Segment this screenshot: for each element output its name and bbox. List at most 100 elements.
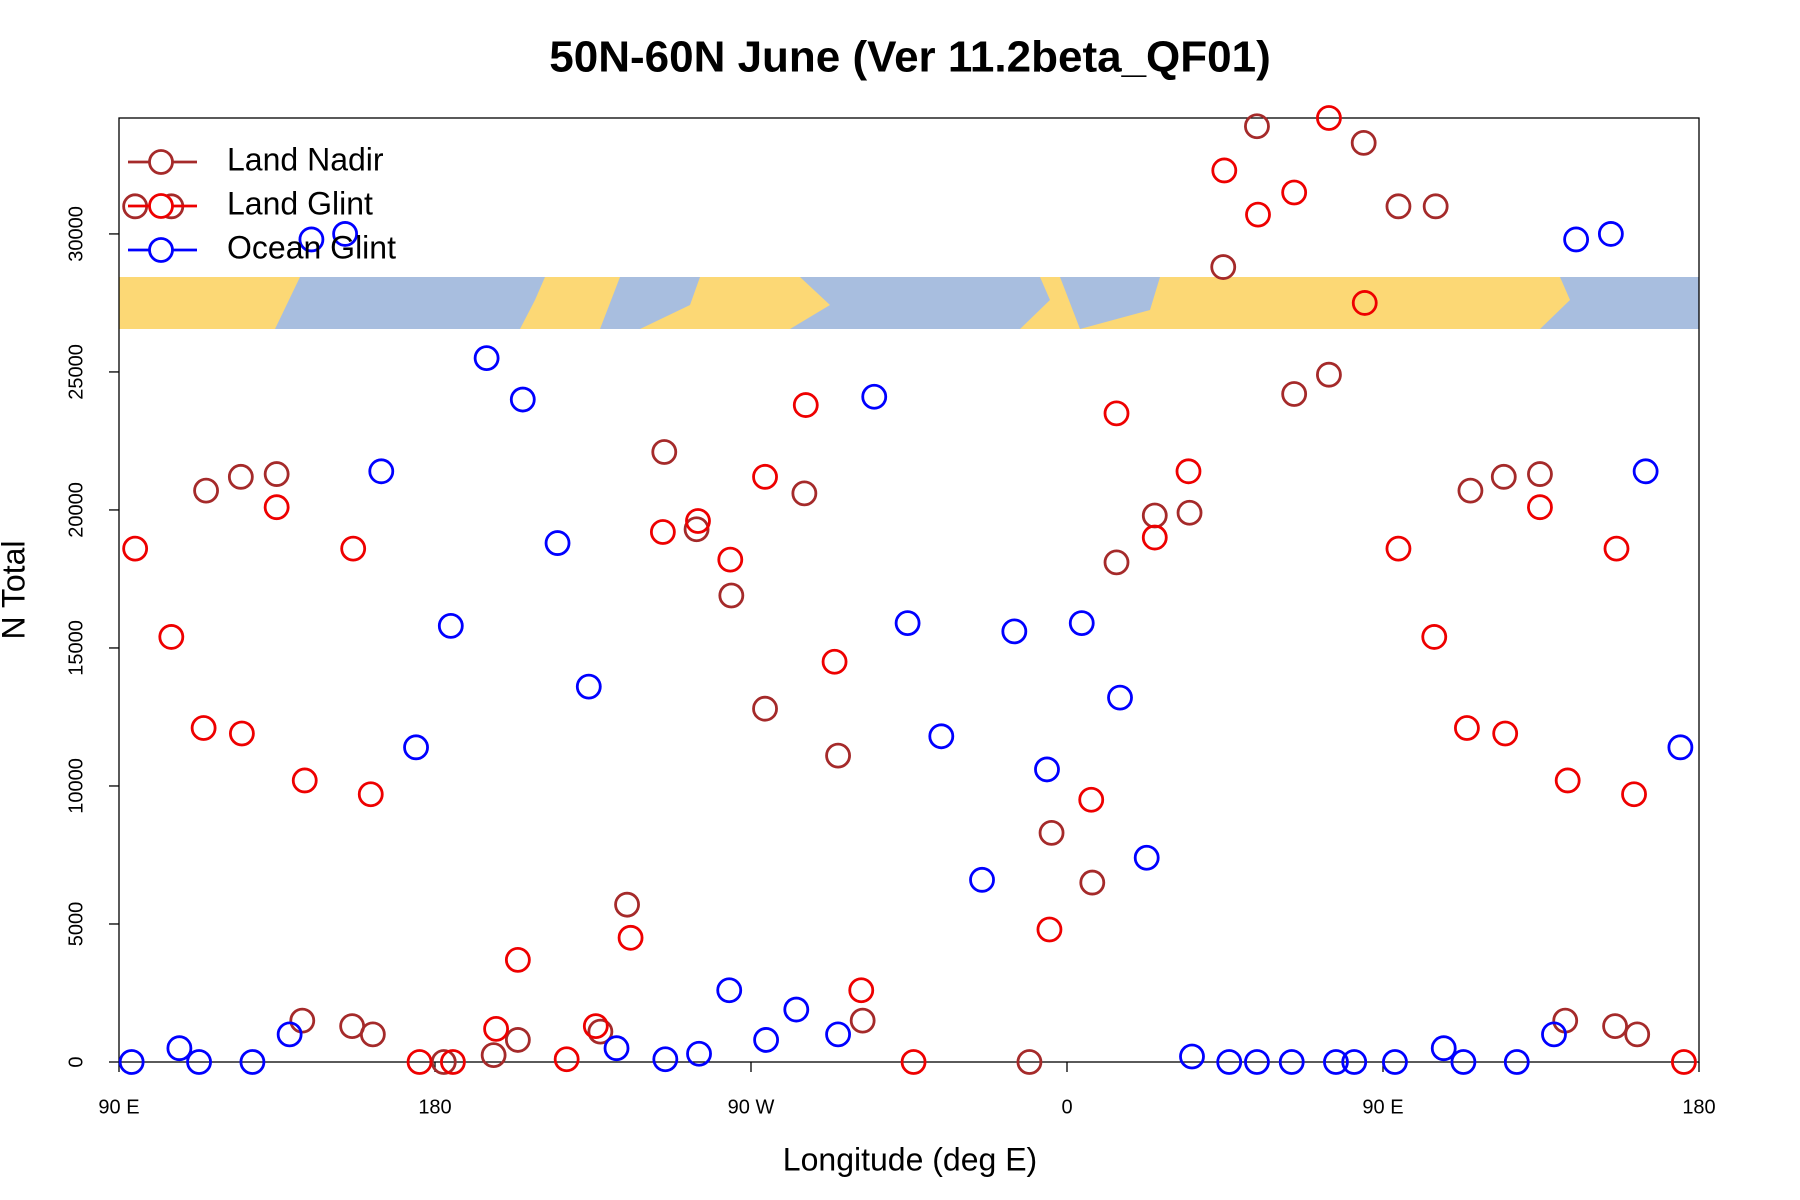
point bbox=[1103, 549, 1130, 576]
point bbox=[504, 946, 531, 973]
point bbox=[440, 1049, 466, 1075]
point bbox=[900, 1049, 927, 1075]
point bbox=[483, 1015, 509, 1042]
point bbox=[1602, 1013, 1628, 1040]
point bbox=[1244, 113, 1270, 140]
point bbox=[825, 1021, 851, 1048]
point bbox=[685, 508, 711, 534]
point bbox=[1078, 786, 1105, 813]
point bbox=[1175, 458, 1202, 485]
point bbox=[289, 1007, 316, 1034]
point bbox=[1133, 844, 1160, 871]
point bbox=[1176, 499, 1203, 526]
point bbox=[649, 519, 676, 545]
y-tick-label: 5000 bbox=[65, 902, 87, 947]
point bbox=[1107, 684, 1133, 711]
x-tick-label: 180 bbox=[418, 1096, 451, 1118]
legend: Land Nadir Land Glint Ocean Glint bbox=[128, 141, 396, 265]
map-ocean bbox=[600, 277, 700, 329]
point bbox=[1341, 1049, 1368, 1075]
point bbox=[473, 345, 500, 372]
plot-frame bbox=[118, 117, 1700, 1063]
point bbox=[193, 477, 219, 504]
point bbox=[686, 1040, 712, 1067]
point bbox=[1527, 461, 1553, 487]
x-tick-label: 0 bbox=[1061, 1096, 1072, 1118]
point bbox=[1316, 361, 1342, 388]
point bbox=[752, 695, 778, 722]
point bbox=[1667, 734, 1694, 761]
legend-marker bbox=[148, 237, 174, 263]
point bbox=[1422, 193, 1449, 220]
point bbox=[1141, 524, 1168, 551]
point bbox=[1210, 254, 1237, 280]
point bbox=[403, 734, 429, 761]
point bbox=[406, 1049, 433, 1075]
point bbox=[1490, 463, 1517, 490]
point bbox=[357, 781, 384, 808]
y-axis-label: N Total bbox=[0, 540, 31, 639]
point bbox=[1503, 1049, 1530, 1075]
point bbox=[603, 1035, 630, 1062]
point bbox=[480, 1042, 507, 1068]
point bbox=[239, 1049, 266, 1075]
point bbox=[263, 494, 290, 521]
legend-marker bbox=[148, 193, 174, 219]
point bbox=[1457, 477, 1484, 504]
point bbox=[928, 723, 955, 750]
point bbox=[1350, 129, 1377, 156]
point bbox=[651, 439, 678, 465]
point bbox=[1323, 1049, 1349, 1075]
point bbox=[227, 463, 254, 490]
point bbox=[122, 535, 149, 562]
point bbox=[228, 720, 255, 747]
point bbox=[368, 458, 395, 485]
point bbox=[969, 866, 995, 893]
point bbox=[1632, 458, 1659, 485]
chart-title: 50N-60N June (Ver 11.2beta_QF01) bbox=[549, 33, 1270, 82]
point bbox=[1281, 179, 1308, 206]
map-ocean bbox=[275, 277, 545, 329]
point bbox=[716, 977, 743, 1004]
point bbox=[1278, 1049, 1305, 1075]
legend-marker bbox=[148, 149, 174, 175]
point bbox=[849, 1007, 876, 1034]
point bbox=[1563, 226, 1590, 253]
x-tick-label: 90 E bbox=[1362, 1096, 1403, 1118]
x-tick-label: 180 bbox=[1682, 1096, 1715, 1118]
point bbox=[848, 977, 875, 1004]
point bbox=[652, 1046, 679, 1073]
x-axis-label: Longitude (deg E) bbox=[783, 1141, 1037, 1177]
point bbox=[587, 1018, 614, 1045]
point bbox=[359, 1021, 386, 1048]
point bbox=[1450, 1049, 1477, 1075]
legend-label: Land Glint bbox=[227, 185, 373, 221]
y-tick-label: 25000 bbox=[65, 344, 87, 400]
map-strip bbox=[119, 277, 1699, 329]
point bbox=[1624, 1021, 1651, 1048]
point bbox=[792, 392, 819, 418]
point bbox=[821, 648, 848, 675]
point bbox=[1621, 781, 1647, 808]
point bbox=[1244, 1049, 1270, 1075]
point bbox=[1421, 624, 1448, 650]
map-ocean bbox=[790, 277, 1050, 329]
point bbox=[791, 480, 818, 507]
point bbox=[894, 610, 921, 637]
point bbox=[298, 226, 325, 253]
point bbox=[683, 516, 710, 543]
point bbox=[437, 612, 464, 639]
point bbox=[614, 891, 640, 918]
point bbox=[861, 383, 888, 410]
point bbox=[332, 221, 359, 247]
point bbox=[752, 463, 778, 490]
point bbox=[1068, 610, 1095, 637]
y-tick-label: 0 bbox=[65, 1056, 87, 1067]
point bbox=[1527, 494, 1553, 521]
point bbox=[1385, 535, 1412, 562]
point bbox=[166, 1035, 193, 1062]
point bbox=[1603, 535, 1630, 562]
point bbox=[718, 582, 745, 609]
point bbox=[1281, 381, 1308, 407]
